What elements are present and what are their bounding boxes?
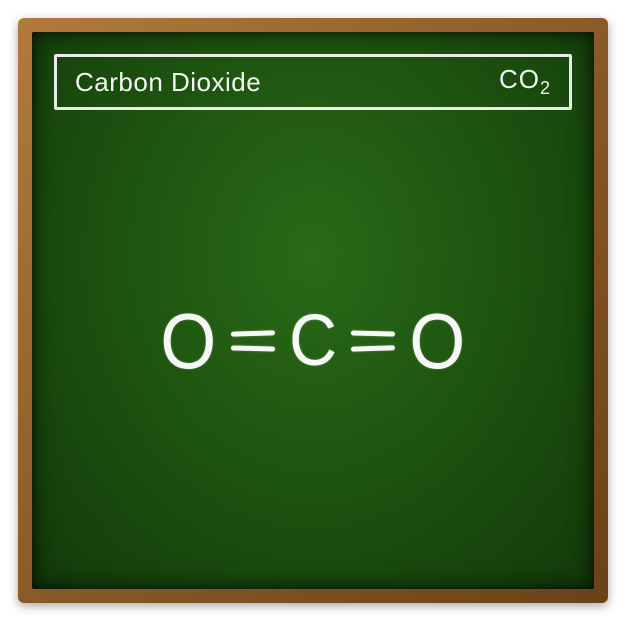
formula-base: CO xyxy=(499,64,540,94)
double-bond-right xyxy=(351,331,395,351)
molecule-structure: O C O xyxy=(32,302,594,380)
chemical-formula: CO2 xyxy=(499,64,551,99)
chalkboard: Carbon Dioxide CO2 O C O xyxy=(32,32,594,589)
double-bond-left xyxy=(231,331,275,351)
bond-line xyxy=(351,345,395,352)
atom-oxygen-right: O xyxy=(409,302,465,380)
bond-line xyxy=(231,330,275,337)
formula-subscript: 2 xyxy=(540,79,551,99)
title-box: Carbon Dioxide CO2 xyxy=(54,54,572,110)
compound-name: Carbon Dioxide xyxy=(75,67,261,98)
atom-carbon: C xyxy=(289,305,337,377)
atom-oxygen-left: O xyxy=(161,302,217,380)
chalkboard-frame: Carbon Dioxide CO2 O C O xyxy=(18,18,608,603)
bond-line xyxy=(351,330,395,336)
bond-line xyxy=(231,345,275,351)
